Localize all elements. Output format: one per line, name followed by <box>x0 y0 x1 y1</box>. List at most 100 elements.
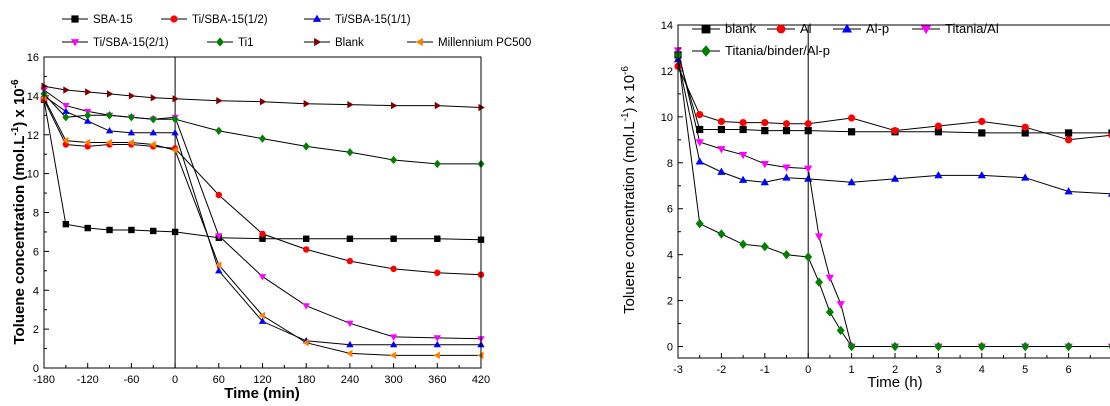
chart-right-point-3-6 <box>804 165 813 173</box>
chart-right-point-1-12 <box>1065 136 1073 144</box>
chart-right-y-label-sup2: -6 <box>620 66 631 75</box>
chart-left-legend-label-5: Blank <box>335 37 364 49</box>
chart-right-marks <box>673 25 1110 358</box>
chart-left-point-0-2 <box>84 224 91 232</box>
chart-right-point-2-5 <box>782 173 791 181</box>
chart-left-point-2-5 <box>149 128 157 136</box>
chart-left-series-line-4 <box>43 93 481 165</box>
chart-left-point-6-13 <box>477 351 484 360</box>
chart-left-point-3-7 <box>215 233 223 240</box>
chart-right-point-4-12 <box>934 341 943 352</box>
chart-left-point-4-9 <box>302 142 310 151</box>
chart-left-x-tick-label: 180 <box>297 374 315 386</box>
chart-right-y-tick-label: 14 <box>661 20 673 32</box>
chart-left-y-tick-label: 10 <box>27 169 39 181</box>
chart-left-point-4-10 <box>346 148 354 157</box>
chart-left-point-1-7 <box>215 191 222 199</box>
chart-right-legend-marker-4 <box>701 45 711 57</box>
chart-left-point-0-4 <box>128 226 135 234</box>
chart-right-point-2-9 <box>934 171 943 179</box>
chart-left-point-2-11 <box>389 340 398 348</box>
chart-left-point-4-4 <box>127 113 135 122</box>
chart-left-legend-marker-3 <box>70 39 80 47</box>
chart-left-point-4-7 <box>215 126 223 136</box>
chart-left-point-4-8 <box>258 134 267 143</box>
chart-left-point-1-12 <box>434 269 441 276</box>
chart-right-legend-label-3: Titania/Al <box>945 21 999 36</box>
chart-left-y-label-main: Toluene concentration (mol.L <box>11 136 28 345</box>
chart-right-series-line-2 <box>677 59 1110 195</box>
chart-left-x-tick-label: 0 <box>172 374 178 386</box>
chart-right-point-0-3 <box>739 125 747 134</box>
chart-right-x-tick-label: -1 <box>760 364 770 376</box>
chart-right-point-2-7 <box>847 177 856 186</box>
chart-left-x-tick-label: 420 <box>472 374 490 386</box>
chart-left-point-6-12 <box>433 351 440 360</box>
chart-right-point-2-13 <box>1107 192 1110 197</box>
chart-left-point-1-8 <box>259 230 266 238</box>
chart-left-series-line-3 <box>43 89 482 340</box>
chart-left-legend-marker-6 <box>415 37 423 47</box>
chart-left-x-tick-label: 300 <box>384 374 402 386</box>
chart-right-point-0-1 <box>696 125 704 134</box>
chart-left-point-3-11 <box>389 334 398 341</box>
chart-left-point-3-1 <box>62 103 70 110</box>
chart-left-legend-label-3: Ti/SBA-15(2/1) <box>93 37 169 49</box>
chart-right-point-4-6 <box>804 252 813 262</box>
chart-left-point-0-5 <box>150 227 157 235</box>
chart-right-point-4-11 <box>891 341 899 352</box>
chart-right-point-1-11 <box>1021 123 1029 131</box>
chart-right-legend-marker-3 <box>920 25 932 35</box>
chart-right-series-line-1 <box>677 66 1110 141</box>
chart-right-point-1-5 <box>782 120 791 128</box>
chart-right-point-0-10 <box>978 129 986 137</box>
chart-left-legend-marker-1 <box>170 15 178 23</box>
chart-right-point-3-5 <box>782 164 791 172</box>
chart-left-point-2-10 <box>346 340 354 348</box>
chart-right-point-4-1 <box>695 218 704 229</box>
chart-left-marks <box>40 57 485 368</box>
chart-left: -180 -120 -60 0 60 120 180 240 300 360 420 0 2 4 6 8 10 1… <box>10 14 531 402</box>
chart-left-point-0-3 <box>106 226 113 234</box>
chart-left-legend-label-2: Ti/SBA-15(1/1) <box>335 14 411 26</box>
chart-left-legend-label-4: Ti1 <box>238 37 254 49</box>
chart-left-y-label-sup1: -1 <box>10 126 21 135</box>
chart-right-point-1-8 <box>891 127 899 135</box>
chart-right-y-label-main: Toluene concentration (mol.L <box>621 121 638 314</box>
chart-left-y-tick-label: 4 <box>33 285 39 297</box>
chart-left-point-6-8 <box>258 311 266 320</box>
chart-right-x-tick-label: 6 <box>1066 364 1072 376</box>
chart-right-point-2-6 <box>804 174 813 182</box>
chart-right-point-3-1 <box>695 139 704 147</box>
chart-left-y-tick-label: 12 <box>27 130 39 142</box>
chart-left-point-0-11 <box>390 235 397 242</box>
chart-right-point-2-3 <box>738 175 748 183</box>
chart-right-point-4-8 <box>825 307 834 317</box>
chart-left-point-4-12 <box>433 159 441 169</box>
chart-left-y-label-mid: ) x 10 <box>11 88 28 126</box>
chart-right-y-tick-label: 0 <box>667 342 673 354</box>
chart-left-point-2-8 <box>258 317 267 324</box>
chart-left-point-3-12 <box>433 335 441 342</box>
chart-right-x-axis-label: Time (h) <box>867 374 922 391</box>
chart-left-point-3-9 <box>302 303 310 310</box>
chart-left-point-0-6 <box>171 228 179 236</box>
chart-right-point-4-5 <box>782 249 791 260</box>
chart-left-point-5-6 <box>172 95 179 103</box>
chart-left-point-5-5 <box>150 94 158 102</box>
chart-left-point-5-3 <box>106 90 114 98</box>
chart-right-point-4-2 <box>717 229 726 239</box>
chart-right-point-4-4 <box>760 241 769 252</box>
chart-left-x-tick-label: 60 <box>213 374 225 386</box>
chart-left-point-4-1 <box>62 113 70 122</box>
chart-left-y-label-sup2: -6 <box>10 79 21 88</box>
chart-right-legend-marker-0 <box>701 24 711 34</box>
chart-left-point-6-1 <box>62 136 69 145</box>
chart-left-x-tick-label: 360 <box>428 374 446 386</box>
chart-left-point-5-8 <box>259 98 267 106</box>
chart-right-point-2-2 <box>717 167 726 175</box>
chart-left-ticks: -180 -120 -60 0 60 120 180 240 300 360 420 0 2 4 6 8 10 1… <box>27 52 490 386</box>
chart-left-point-5-10 <box>347 100 354 109</box>
chart-left-point-6-4 <box>127 138 134 147</box>
chart-left-point-2-2 <box>84 117 92 124</box>
